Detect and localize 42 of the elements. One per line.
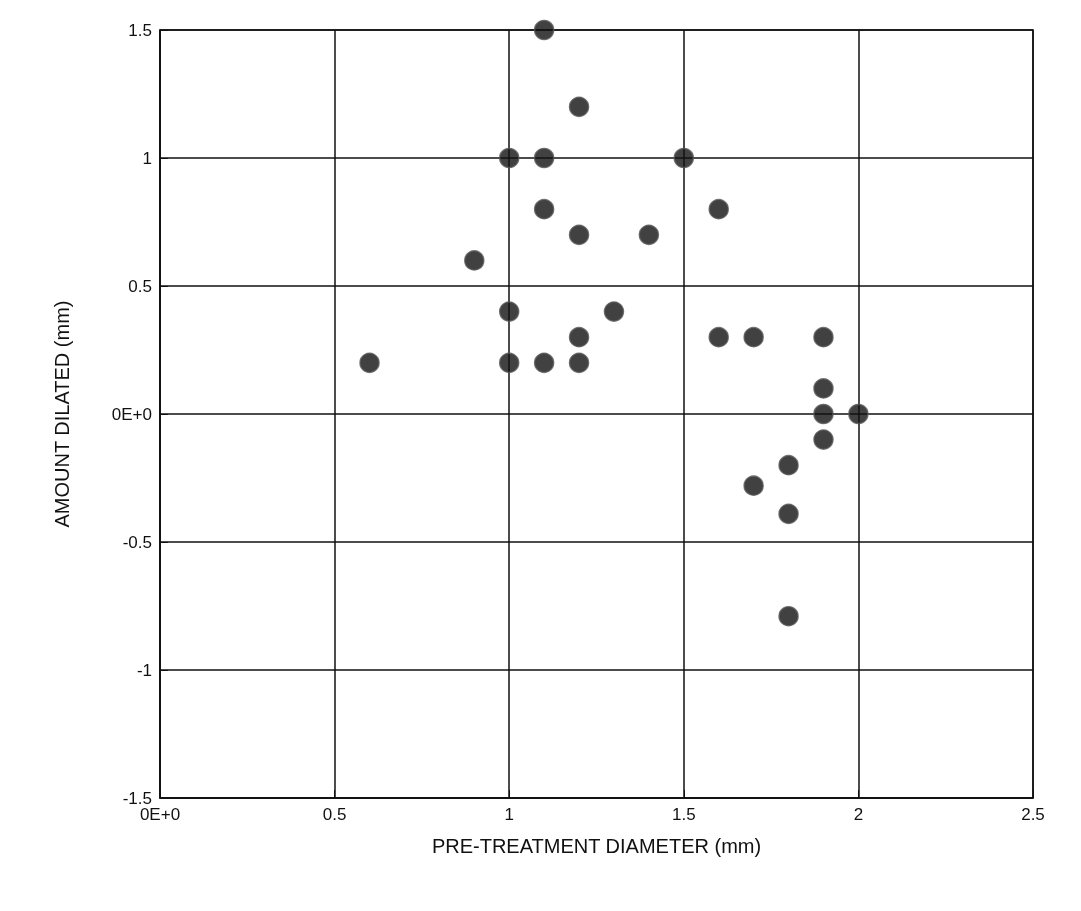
x-tick-label: 2.5 bbox=[1021, 805, 1045, 824]
point bbox=[533, 352, 555, 374]
y-tick-label: 0.5 bbox=[128, 276, 152, 296]
x-tick-label: 2 bbox=[853, 805, 864, 824]
x-tick-label: 1.5 bbox=[671, 805, 696, 824]
x-tick-label: 1 bbox=[504, 805, 514, 824]
point bbox=[813, 326, 834, 348]
point bbox=[743, 475, 764, 496]
point bbox=[778, 454, 799, 476]
point bbox=[813, 429, 834, 450]
y-tick-label: -1.5 bbox=[122, 788, 152, 808]
point bbox=[708, 198, 729, 220]
point bbox=[359, 352, 380, 374]
point bbox=[813, 403, 834, 425]
point bbox=[848, 403, 869, 425]
point bbox=[778, 503, 799, 525]
point bbox=[464, 250, 485, 271]
x-tick-label: 0.5 bbox=[322, 805, 347, 824]
point bbox=[568, 224, 590, 246]
point bbox=[813, 378, 834, 399]
y-tick-label: 1.5 bbox=[128, 20, 152, 40]
point bbox=[638, 224, 660, 246]
y-tick-label: -1 bbox=[136, 660, 152, 680]
y-tick-label: -0.5 bbox=[122, 532, 152, 552]
point bbox=[673, 147, 695, 169]
point bbox=[743, 326, 764, 348]
point bbox=[498, 301, 520, 322]
point bbox=[778, 605, 799, 627]
x-axis-title: PRE-TREATMENT DIAMETER (mm) bbox=[431, 835, 762, 857]
y-tick-label: 1 bbox=[142, 148, 152, 168]
point bbox=[533, 19, 555, 41]
y-axis-title: AMOUNT DILATED (mm) bbox=[51, 300, 73, 528]
point bbox=[568, 96, 590, 118]
point bbox=[708, 326, 729, 348]
point bbox=[498, 147, 520, 169]
point bbox=[498, 352, 520, 374]
point bbox=[568, 352, 590, 374]
point bbox=[533, 147, 555, 169]
point bbox=[533, 198, 555, 220]
y-tick-label: 0E+0 bbox=[111, 404, 152, 424]
point bbox=[568, 326, 590, 348]
point bbox=[603, 301, 625, 322]
